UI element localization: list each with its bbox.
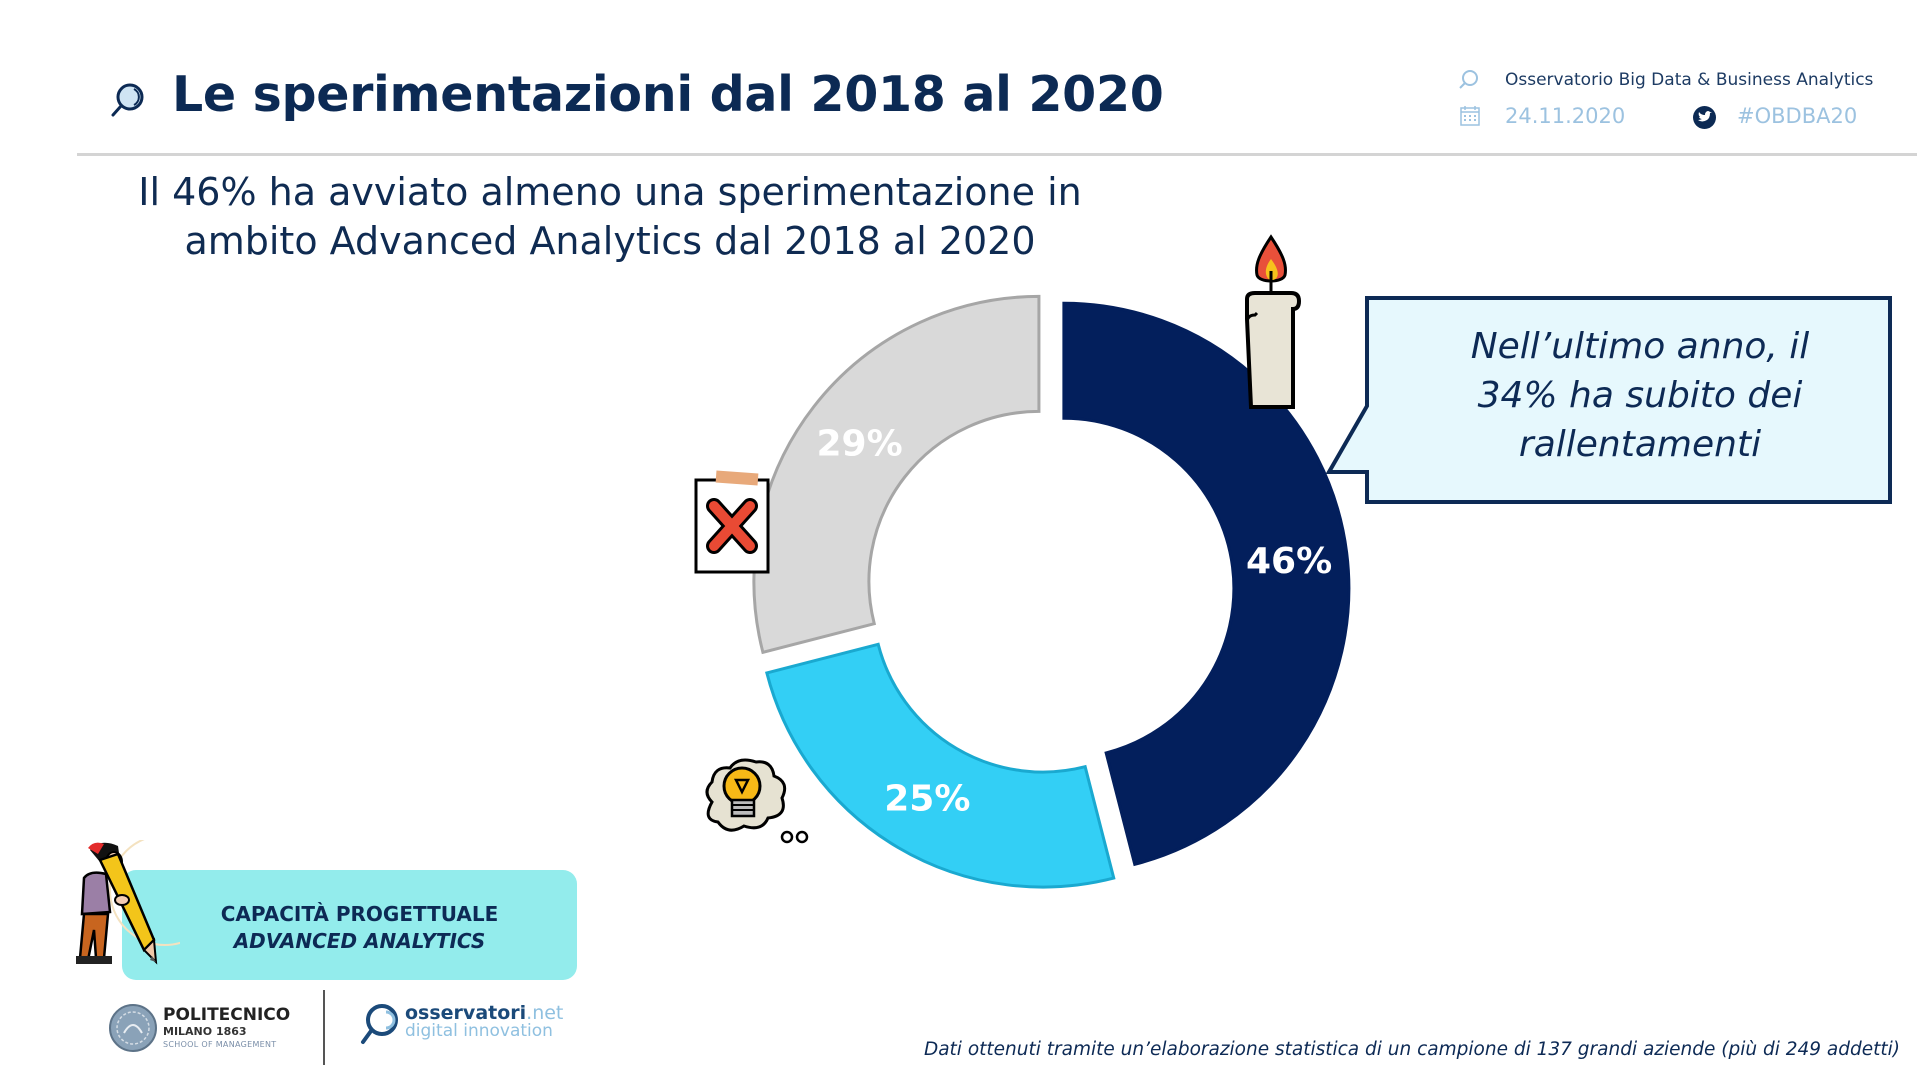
category-tag-line-2: ADVANCED ANALYTICS (233, 929, 486, 953)
donut-segment-29 (752, 294, 1041, 655)
page-title: Le sperimentazioni dal 2018 al 2020 (172, 66, 1164, 123)
osservatori-logo-icon (361, 1004, 398, 1044)
donut-segment-25 (764, 642, 1116, 889)
event-hashtag: #OBDBA20 (1737, 104, 1858, 128)
category-tag (122, 870, 577, 980)
politecnico-logo-name: POLITECNICO (163, 1005, 291, 1025)
footnote: Dati ottenuti tramite un’elaborazione st… (923, 1039, 1900, 1060)
callout-text: Nell’ultimo anno, il 34% ha subito dei r… (1390, 322, 1890, 469)
logo-separator (323, 990, 325, 1065)
magnifier-icon (111, 83, 144, 117)
osservatori-logo-name-suffix: .net (526, 1002, 564, 1024)
lightbulb-icon (705, 758, 809, 844)
politecnico-seal-logo (109, 1004, 157, 1052)
person-with-pencil-icon (76, 840, 180, 965)
calendar-icon (1460, 106, 1480, 126)
politecnico-logo-city: MILANO 1863 (163, 1025, 247, 1038)
candle-icon (1245, 234, 1302, 409)
donut-label-29: 29% (816, 423, 902, 464)
magnifier-icon (1459, 70, 1478, 89)
event-date: 24.11.2020 (1505, 104, 1626, 128)
subtitle-line-2: ambito Advanced Analytics dal 2018 al 20… (184, 219, 1036, 263)
donut-segment-46 (1062, 301, 1351, 867)
twitter-icon (1693, 106, 1716, 129)
osservatori-logo-name: osservatori.net (405, 1002, 563, 1024)
donut-label-25: 25% (884, 778, 970, 819)
subtitle: Il 46% ha avviato almeno una sperimentaz… (95, 168, 1125, 266)
callout-box (1325, 296, 1892, 504)
callout-line-2: 34% ha subito dei (1477, 375, 1803, 416)
observatory-name: Osservatorio Big Data & Business Analyti… (1505, 70, 1874, 90)
header-divider (77, 153, 1917, 156)
politecnico-logo-school: SCHOOL OF MANAGEMENT (163, 1040, 277, 1049)
osservatori-logo-name-main: osservatori (405, 1002, 527, 1024)
callout-line-1: Nell’ultimo anno, il (1470, 326, 1810, 367)
osservatori-logo-tagline: digital innovation (405, 1021, 553, 1041)
donut-label-46: 46% (1246, 541, 1332, 582)
clipboard-x-icon (694, 470, 770, 574)
callout-line-3: rallentamenti (1518, 424, 1762, 465)
subtitle-line-1: Il 46% ha avviato almeno una sperimentaz… (138, 170, 1082, 214)
category-tag-line-1: CAPACITÀ PROGETTUALE (220, 902, 499, 926)
